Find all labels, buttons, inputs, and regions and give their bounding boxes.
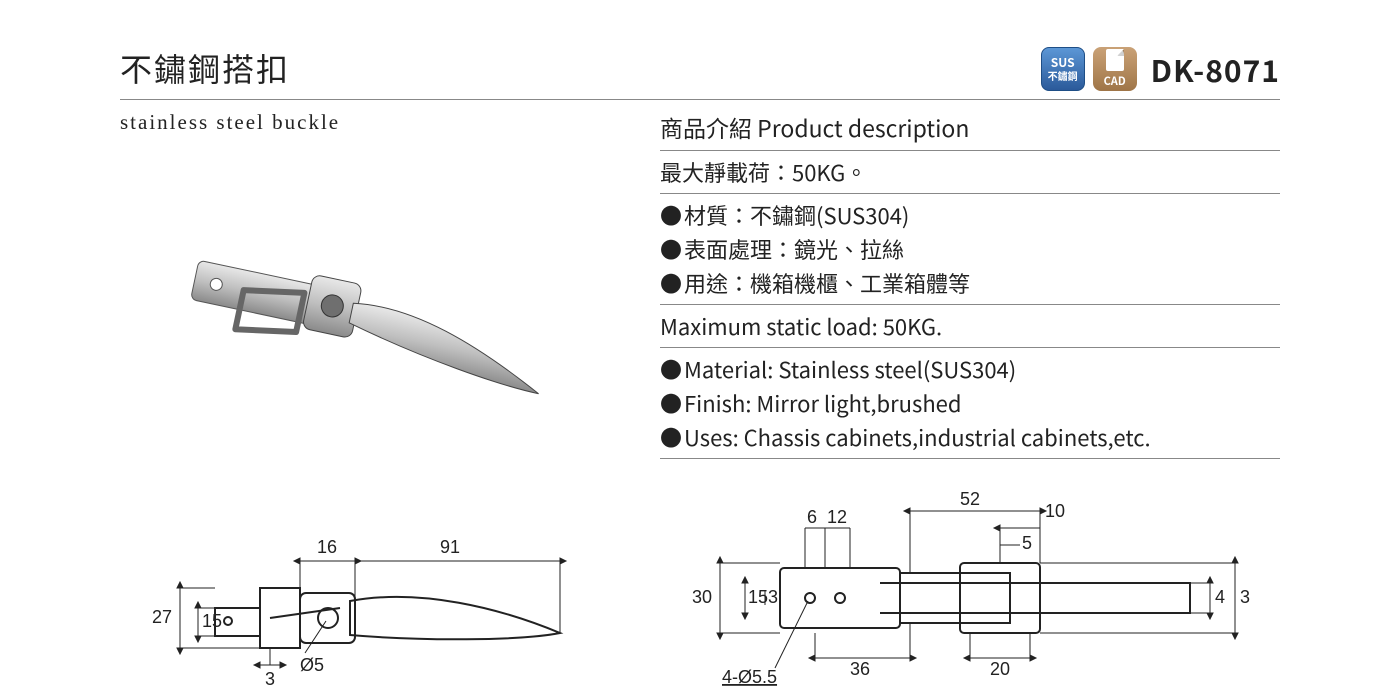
dim-label: 3 [768,587,778,607]
dim-label: 10 [1045,501,1065,521]
dim-label: 27 [152,607,172,627]
title-en: stainless steel buckle [120,110,620,135]
dim-label: 6 [807,507,817,527]
content-columns: stainless steel buckle 商品介紹 [120,104,1280,463]
cad-badge-label: CAD [1104,73,1126,89]
title-block: 不鏽鋼搭扣 [120,45,290,91]
dim-label: 16 [317,537,337,557]
divider [660,458,1280,459]
max-load-en: Maximum static load: 50KG. [660,309,1280,343]
drawings-row: 27 15 16 91 3 Ø5 [120,473,1280,693]
divider [120,99,1280,100]
dim-label: 5 [1022,533,1032,553]
cad-doc-icon [1106,49,1124,71]
product-code: DK-8071 [1151,47,1280,91]
divider [660,193,1280,194]
bullet-en: Material: Stainless steel(SUS304) [660,352,1280,386]
divider [660,304,1280,305]
dim-label: 4 [1215,587,1225,607]
max-load-zh: 最大靜載荷：50KG。 [660,155,1280,189]
desc-heading: 商品介紹 Product description [660,110,1280,146]
dim-label: 35 [1240,587,1250,607]
dim-label: Ø5 [300,655,324,675]
bullet-en: Finish: Mirror light,brushed [660,386,1280,420]
bullet-en: Uses: Chassis cabinets,industrial cabine… [660,420,1280,454]
dim-label: 3 [265,669,275,689]
sus-badge-line2: 不鏽鋼 [1048,69,1078,82]
dim-label: 91 [440,537,460,557]
divider [660,347,1280,348]
product-photo [150,205,570,435]
bullet-zh: 用途：機箱機櫃、工業箱體等 [660,266,1280,300]
dim-label: 4-Ø5.5 [722,667,777,687]
dim-label: 12 [827,507,847,527]
left-column: stainless steel buckle [120,104,620,463]
bullet-zh: 表面處理：鏡光、拉絲 [660,232,1280,266]
divider [660,150,1280,151]
bullet-zh: 材質：不鏽鋼(SUS304) [660,198,1280,232]
right-column: 商品介紹 Product description 最大靜載荷：50KG。 材質：… [660,104,1280,463]
sus-badge-line1: SUS [1051,57,1075,69]
dim-label: 30 [692,587,712,607]
header-row: 不鏽鋼搭扣 SUS 不鏽鋼 CAD DK-8071 [120,45,1280,91]
dim-label: 15 [202,611,222,631]
technical-drawing-2: 30 15 3 6 12 52 10 5 36 20 4 35 4-Ø5.5 [650,473,1250,693]
sus-badge-icon: SUS 不鏽鋼 [1041,47,1085,91]
cad-badge-icon: CAD [1093,47,1137,91]
dim-label: 15 [748,587,768,607]
dim-label: 52 [960,489,980,509]
dim-label: 20 [990,659,1010,679]
technical-drawing-1: 27 15 16 91 3 Ø5 [120,493,590,693]
code-block: SUS 不鏽鋼 CAD DK-8071 [1041,47,1280,91]
dim-label: 36 [850,659,870,679]
title-zh: 不鏽鋼搭扣 [120,45,290,91]
